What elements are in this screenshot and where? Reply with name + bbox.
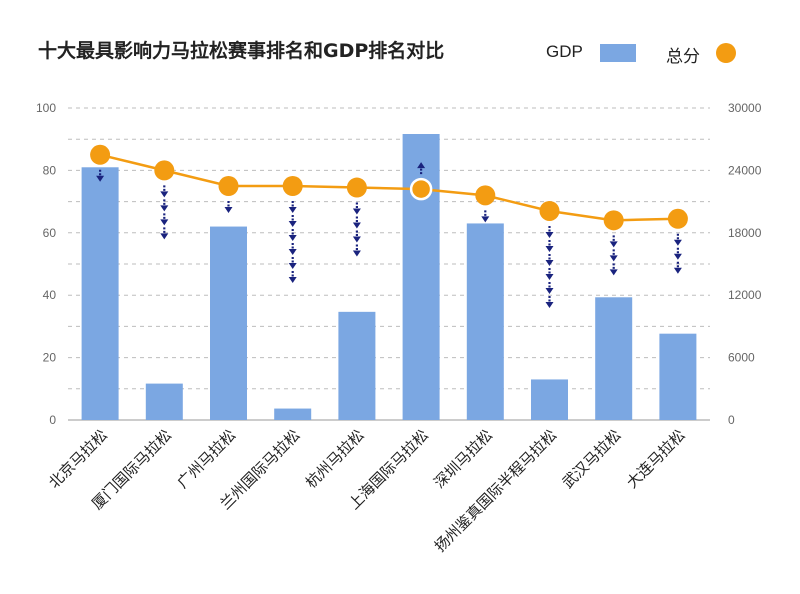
arrow-head <box>481 216 490 223</box>
right-tick-label: 6000 <box>728 351 755 365</box>
rank-change-arrow <box>224 201 233 213</box>
gdp-bar <box>145 383 183 420</box>
arrow-head <box>673 239 682 246</box>
chart-title: 十大最具影响力马拉松赛事排名和GDP排名对比 <box>38 40 445 62</box>
rank-change-arrow <box>96 169 105 182</box>
category-label: 大连马拉松 <box>623 426 689 492</box>
rank-change-arrow <box>481 210 490 223</box>
category-label: 深圳马拉松 <box>430 426 496 492</box>
legend-label-score: 总分 <box>666 47 700 66</box>
rank-change-arrow <box>160 185 169 240</box>
score-point <box>218 176 239 196</box>
category-label: 扬州鉴真国际半程马拉松 <box>431 426 560 555</box>
score-point <box>154 160 175 181</box>
left-tick-label: 100 <box>36 101 56 115</box>
arrow-head <box>352 250 361 257</box>
left-tick-label: 60 <box>43 226 57 240</box>
arrow-head <box>96 175 105 182</box>
gdp-bar <box>531 379 568 420</box>
rank-change-arrow <box>288 201 297 283</box>
right-tick-label: 12000 <box>728 288 762 302</box>
category-label: 北京马拉松 <box>45 426 111 492</box>
score-point <box>90 144 111 165</box>
score-point <box>346 177 367 198</box>
gdp-bar <box>466 223 504 420</box>
arrow-head <box>609 269 618 276</box>
category-label: 广州马拉松 <box>174 426 240 492</box>
arrow-head <box>288 221 297 227</box>
arrow-head <box>288 207 297 213</box>
right-tick-label: 0 <box>728 413 735 427</box>
gdp-bar <box>274 408 312 420</box>
score-point <box>282 176 303 196</box>
rank-change-arrow <box>545 225 554 308</box>
arrow-head <box>288 235 297 241</box>
left-tick-label: 0 <box>49 413 56 427</box>
left-tick-label: 40 <box>43 288 57 302</box>
score-line <box>99 153 678 222</box>
arrow-head <box>673 253 682 260</box>
gdp-bar <box>81 167 119 420</box>
arrow-head <box>609 241 618 248</box>
arrow-head <box>160 233 169 240</box>
right-tick-label: 30000 <box>728 101 762 115</box>
score-point <box>539 200 560 221</box>
arrow-head <box>160 219 169 226</box>
right-tick-label: 18000 <box>728 226 762 240</box>
category-label: 武汉马拉松 <box>559 426 625 492</box>
arrow-head <box>673 267 682 274</box>
arrow-head <box>545 301 554 308</box>
arrow-head <box>545 287 554 294</box>
arrow-head <box>288 263 297 269</box>
arrow-head <box>224 207 233 213</box>
score-point <box>603 210 624 231</box>
left-tick-label: 20 <box>43 351 57 365</box>
arrow-head <box>352 236 361 243</box>
arrow-head <box>352 222 361 229</box>
legend-swatch-score <box>716 43 736 63</box>
rank-change-arrow <box>609 235 618 276</box>
legend-label-gdp: GDP <box>546 42 583 61</box>
arrow-head <box>545 245 554 252</box>
score-point <box>667 208 688 229</box>
arrow-head <box>352 208 361 215</box>
score-point <box>475 185 496 206</box>
gdp-bar <box>210 226 247 420</box>
arrow-head <box>545 273 554 280</box>
arrow-head <box>609 255 618 262</box>
rank-change-arrow <box>352 202 361 257</box>
rank-change-arrow <box>417 162 426 175</box>
left-tick-label: 80 <box>43 163 57 177</box>
score-point <box>409 177 433 201</box>
gdp-bar <box>338 311 376 420</box>
gdp-bar <box>595 297 633 420</box>
rank-change-arrow <box>673 233 682 274</box>
arrow-head <box>288 277 297 283</box>
category-label: 杭州马拉松 <box>302 426 368 492</box>
arrow-head <box>288 249 297 255</box>
right-tick-label: 24000 <box>728 163 762 177</box>
arrow-head <box>160 191 169 198</box>
gdp-bar <box>659 333 697 420</box>
gdp-bar <box>402 134 440 420</box>
arrow-head <box>545 259 554 266</box>
arrow-head <box>545 231 554 238</box>
arrow-head <box>160 205 169 212</box>
arrow-head <box>417 162 426 169</box>
legend-swatch-gdp <box>600 44 636 62</box>
